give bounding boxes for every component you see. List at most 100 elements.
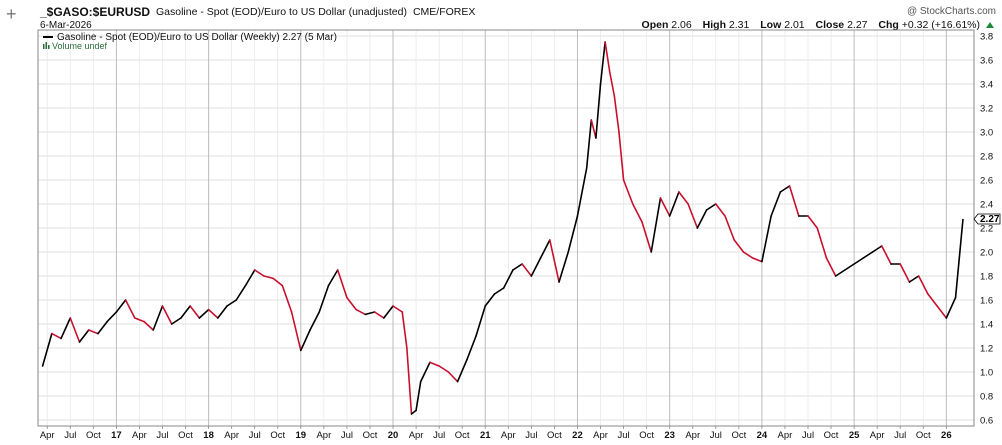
up-arrow-icon	[986, 22, 994, 28]
series-segment	[217, 305, 228, 319]
series-segment	[788, 185, 800, 217]
add-indicator-plus-icon[interactable]: +	[6, 4, 17, 24]
series-segment	[779, 185, 791, 193]
series-segment	[383, 305, 394, 319]
y-tick-label: 2.6	[980, 176, 993, 187]
series-segment	[917, 275, 929, 295]
series-segment	[410, 409, 417, 415]
x-tick-label: 25	[849, 430, 860, 441]
series-segment	[263, 275, 274, 280]
series-segment	[954, 218, 964, 299]
chart-legend: Gasoline - Spot (EOD)/Euro to US Dollar …	[43, 32, 337, 51]
price-series	[41, 41, 964, 415]
series-segment	[78, 329, 90, 343]
volume-bar-icon	[43, 44, 45, 49]
series-segment	[189, 305, 201, 319]
series-segment	[631, 203, 643, 223]
series-segment	[346, 296, 357, 311]
series-segment	[608, 71, 616, 97]
y-tick-label: 3.2	[980, 104, 993, 115]
series-segment	[618, 131, 625, 181]
series-segment	[124, 299, 136, 319]
series-segment	[415, 380, 422, 412]
series-segment	[198, 308, 210, 319]
close-label: Close	[815, 19, 845, 31]
series-segment	[816, 227, 828, 259]
series-segment	[475, 305, 487, 337]
chart-date: 6-Mar-2026	[40, 20, 92, 31]
series-segment	[244, 269, 256, 287]
y-tick-label: 1.4	[980, 320, 993, 331]
series-segment	[530, 257, 542, 277]
grid-lines	[38, 30, 974, 426]
x-tick-label: Jul	[156, 430, 168, 441]
x-tick-label: Apr	[40, 430, 55, 441]
open-value: 2.06	[671, 19, 692, 31]
series-segment	[705, 203, 717, 211]
series-segment	[678, 191, 689, 205]
x-tick-label: 19	[296, 430, 307, 441]
x-tick-label: Jul	[617, 430, 629, 441]
series-segment	[622, 179, 634, 205]
high-value: 2.31	[728, 19, 750, 31]
series-segment	[742, 251, 754, 259]
series-segment	[807, 215, 819, 229]
series-segment	[880, 245, 892, 265]
chg-value: +0.32 (+16.61%)	[901, 19, 980, 31]
x-tick-label: Oct	[547, 430, 562, 441]
series-segment	[761, 215, 772, 263]
series-segment	[87, 329, 99, 335]
x-tick-label: Apr	[685, 430, 700, 441]
high-label: High	[702, 19, 726, 31]
series-segment	[235, 284, 247, 301]
series-segment	[466, 335, 477, 361]
series-segment	[134, 317, 145, 323]
series-segment	[143, 320, 155, 331]
x-tick-label: Jul	[894, 430, 906, 441]
series-segment	[281, 284, 293, 313]
legend-volume-label: Volume undef	[52, 41, 108, 51]
exchange-text: CME/FOREX	[412, 6, 476, 18]
y-tick-label: 1.8	[980, 272, 993, 283]
x-tick-label: Jul	[802, 430, 814, 441]
series-segment	[659, 197, 671, 217]
series-segment	[406, 347, 413, 415]
series-segment	[549, 239, 560, 283]
stockcharts-brand[interactable]: @ StockCharts.com	[906, 6, 996, 17]
x-tick-label: Oct	[178, 430, 193, 441]
series-segment	[60, 317, 72, 340]
series-segment	[936, 305, 948, 319]
last-value-marker: 2.27	[973, 213, 1001, 225]
x-tick-label: Oct	[455, 430, 470, 441]
close-value: 2.27	[847, 19, 868, 31]
series-segment	[558, 251, 570, 283]
x-tick-label: Oct	[86, 430, 101, 441]
last-value-box	[973, 213, 1001, 225]
y-tick-label: 3.8	[980, 32, 993, 43]
series-segment	[290, 311, 302, 352]
series-segment	[493, 287, 505, 295]
y-tick-label: 2.8	[980, 152, 993, 163]
series-segment	[871, 245, 883, 253]
series-segment	[447, 371, 459, 383]
y-tick-label: 3.6	[980, 56, 993, 67]
y-tick-label: 3.0	[980, 128, 993, 139]
series-segment	[355, 308, 367, 316]
series-segment	[687, 203, 699, 229]
y-tick-label: 2.2	[980, 224, 993, 235]
x-tick-label: Oct	[731, 430, 746, 441]
x-tick-label: Apr	[501, 430, 516, 441]
x-tick-label: Jul	[710, 430, 722, 441]
x-tick-label: 18	[203, 430, 214, 441]
series-segment	[272, 277, 284, 287]
series-segment	[318, 284, 330, 313]
x-axis-ticks: Apr Jul Oct 17 Apr Jul Oct 18 Apr Jul Oct 19 Apr Jul O…	[40, 426, 952, 441]
x-tick-label: 17	[111, 430, 122, 441]
x-tick-label: Jul	[433, 430, 445, 441]
x-tick-label: Apr	[132, 430, 147, 441]
series-segment	[751, 257, 763, 263]
series-segment	[170, 317, 182, 325]
series-segment	[309, 311, 321, 331]
x-tick-label: Oct	[270, 430, 285, 441]
